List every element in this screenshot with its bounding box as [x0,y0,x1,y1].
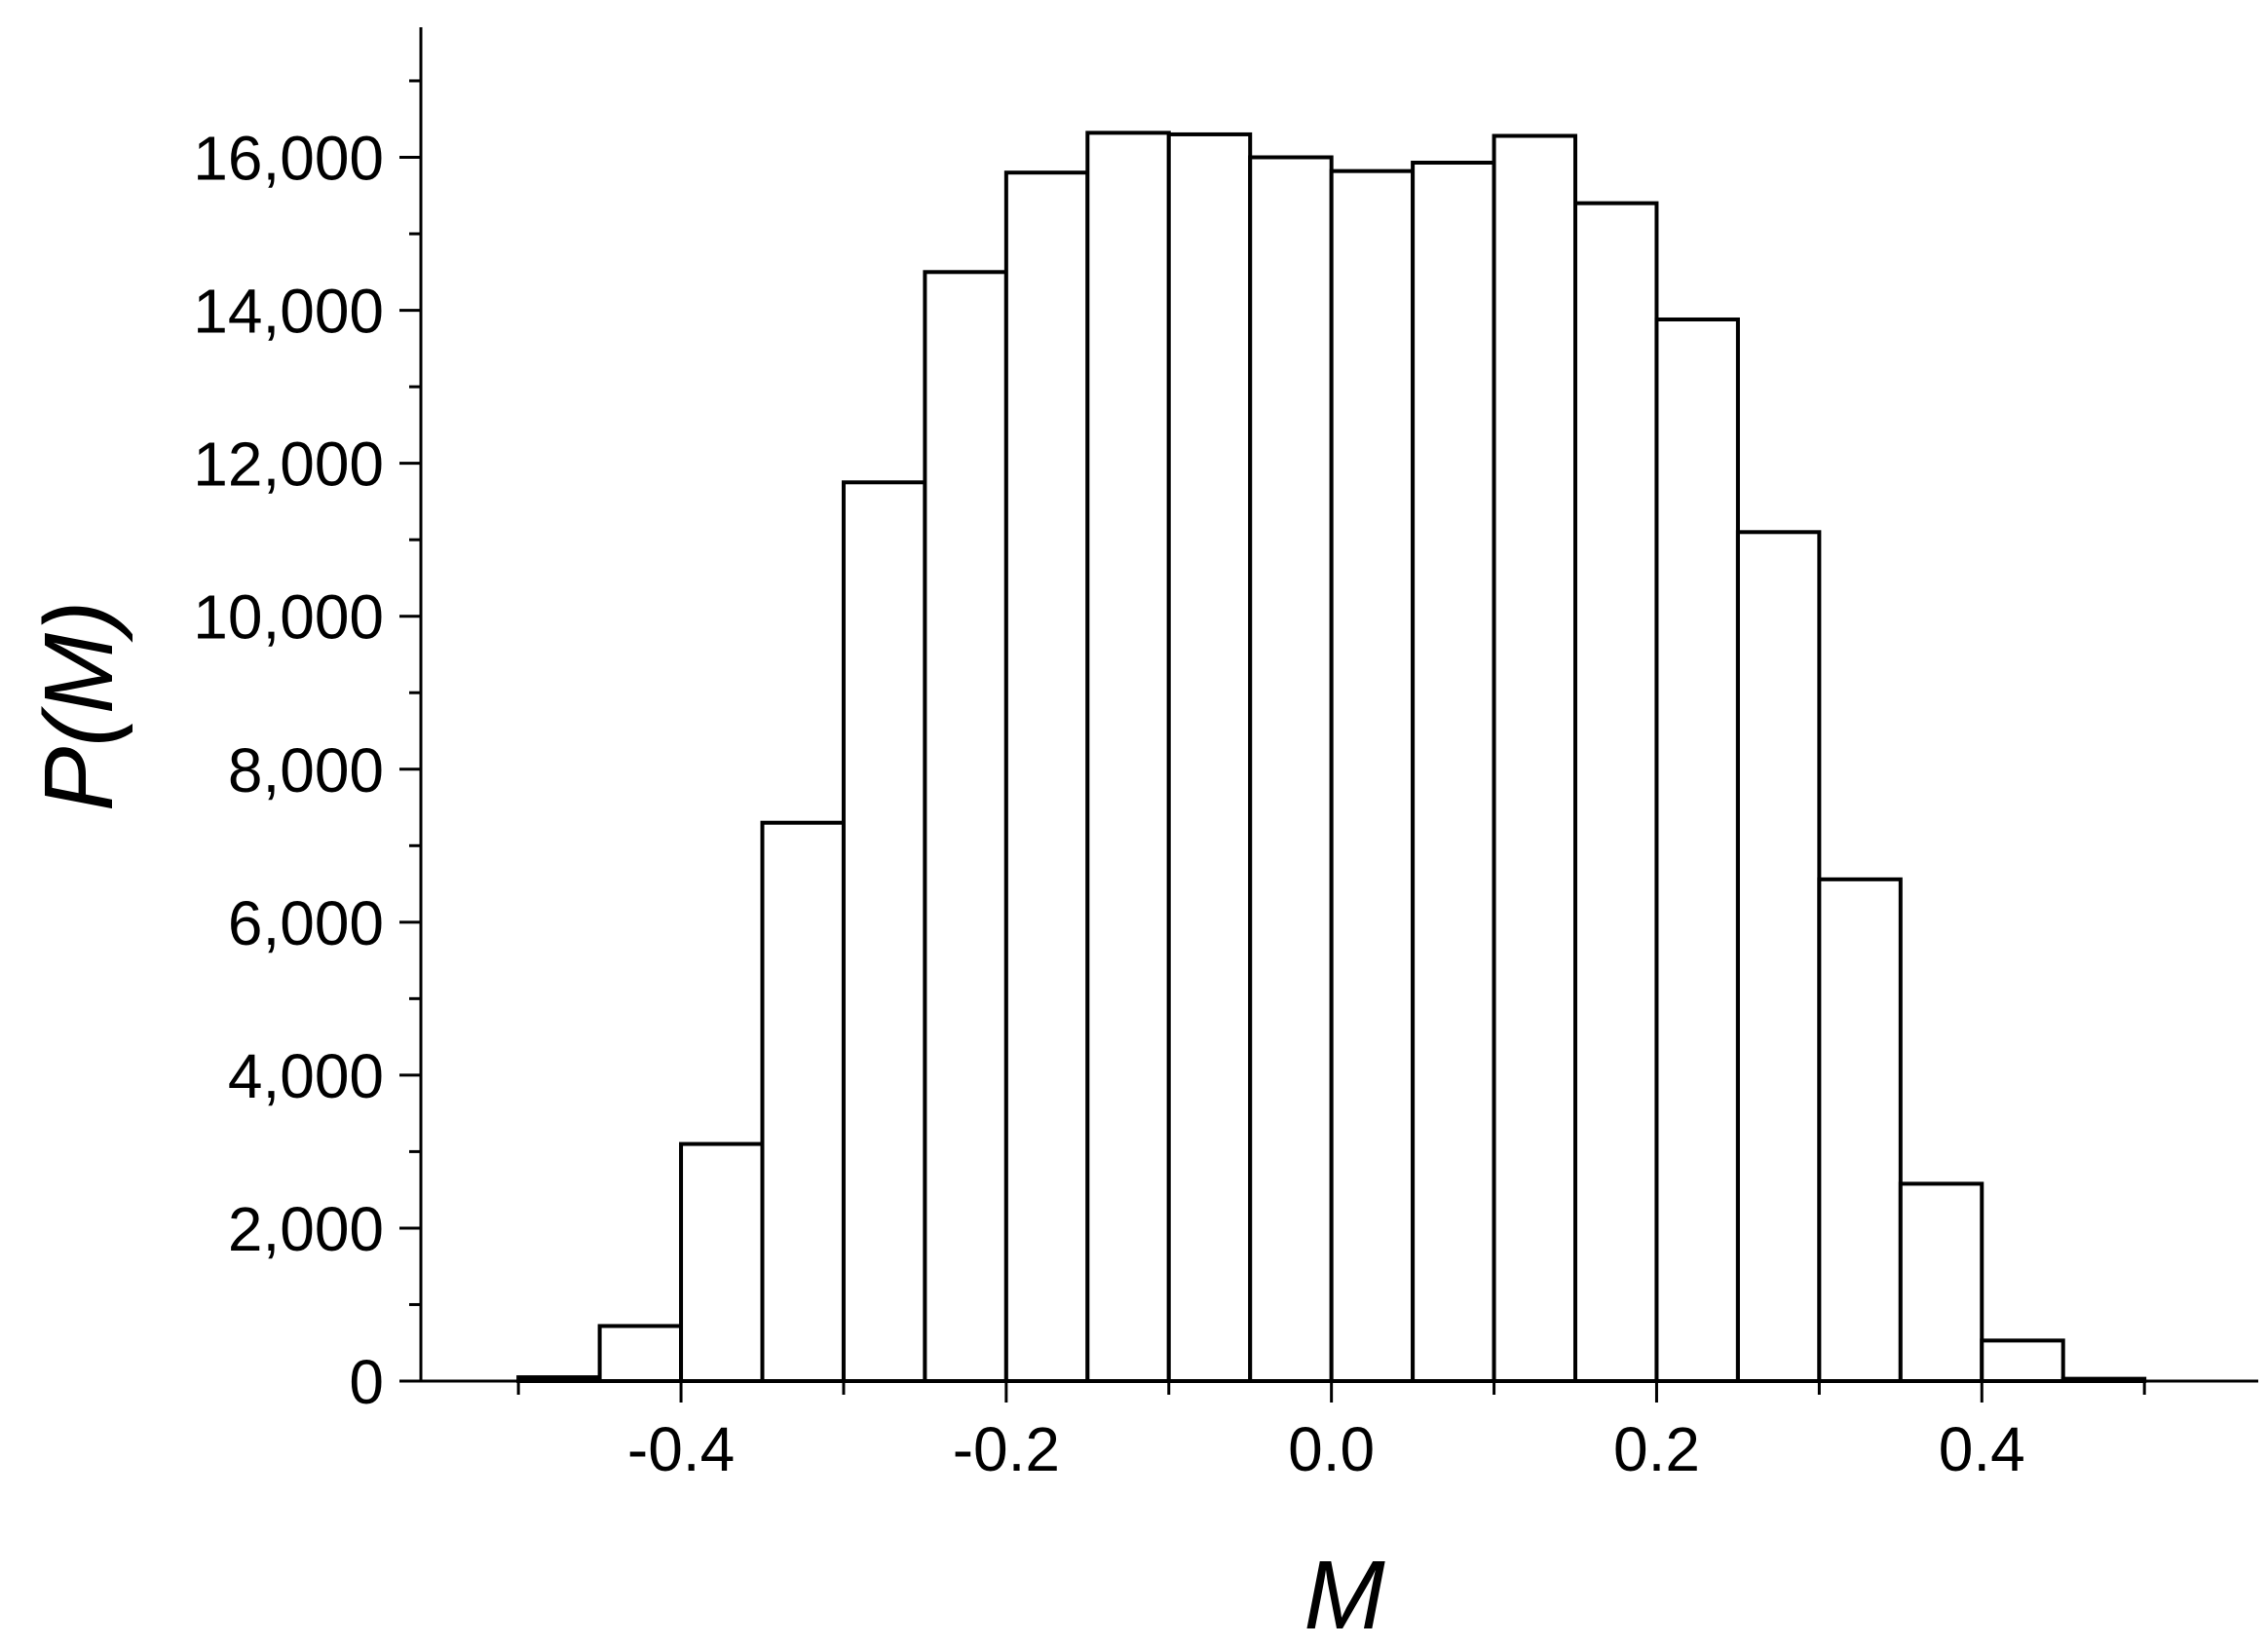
y-tick-label: 2,000 [228,1194,384,1264]
histogram-bar [1166,131,1253,1384]
y-tick-label: 8,000 [228,735,384,805]
y-tick-label: 14,000 [193,277,384,347]
x-axis-title: M [1304,1541,1385,1646]
x-tick-label: 0.2 [1613,1414,1700,1484]
x-tick-label: 0.4 [1939,1414,2025,1484]
histogram-bar [1573,201,1659,1384]
histogram-bar [1492,133,1578,1383]
axes-group [419,27,2258,1383]
histogram-bar [1654,317,1740,1384]
x-tick-label: -0.4 [627,1414,735,1484]
histogram-bar [1411,161,1496,1383]
histogram-bar [1329,168,1416,1383]
bars-group [516,131,2147,1384]
y-tick-label: 4,000 [228,1041,384,1111]
x-tick-label: 0.0 [1288,1414,1375,1484]
histogram-bar [1248,155,1334,1384]
y-tick-label: 6,000 [228,888,384,958]
y-tick-label: 0 [349,1347,384,1417]
y-tick-label: 16,000 [193,124,384,194]
y-axis-title: P(M) [24,601,133,812]
histogram-bar [841,480,927,1383]
histogram-bar [760,820,846,1383]
y-tick-label: 12,000 [193,430,384,500]
histogram-bar [1085,131,1171,1383]
histogram-bar [1003,170,1090,1384]
histogram-bar [679,1141,765,1384]
histogram-bar [597,1324,684,1384]
y-tick-label: 10,000 [193,582,384,653]
x-ticks-group: -0.4 -0.2 0.0 0.2 0.4 [516,1381,2146,1484]
histogram-bar [1735,530,1822,1383]
x-tick-label: -0.2 [953,1414,1060,1484]
histogram-bar [1817,877,1903,1383]
histogram-bar [1980,1338,2065,1384]
histogram-bar [923,270,1008,1383]
histogram-bar [1898,1181,1984,1383]
y-ticks-group: 0 2,000 4,000 6,000 8,000 10,000 12,000 14,000 1… [193,79,421,1417]
